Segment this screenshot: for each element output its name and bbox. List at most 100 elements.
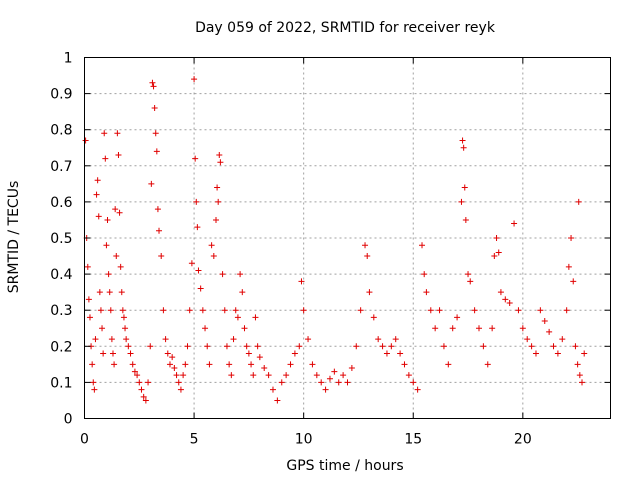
- data-point: [145, 379, 152, 386]
- data-point: [169, 354, 176, 361]
- data-point: [502, 296, 509, 303]
- data-point: [574, 361, 581, 368]
- data-point: [90, 379, 97, 386]
- data-point: [269, 386, 276, 393]
- data-point: [202, 325, 209, 332]
- data-point: [96, 289, 103, 296]
- data-point: [164, 350, 171, 357]
- data-point: [379, 343, 386, 350]
- data-point: [414, 386, 421, 393]
- x-axis-ticks: 0 5 10 15 20: [80, 57, 532, 448]
- data-point: [153, 148, 160, 155]
- y-tick-label: 0.5: [50, 231, 72, 247]
- x-tick-label: 20: [514, 432, 532, 448]
- grid-lines: [84, 57, 611, 419]
- data-point: [432, 325, 439, 332]
- data-point: [103, 242, 110, 249]
- x-tick-label: 0: [80, 432, 89, 448]
- data-point: [105, 271, 112, 278]
- data-point: [129, 361, 136, 368]
- data-point: [93, 191, 100, 198]
- data-point: [206, 361, 213, 368]
- data-point: [579, 379, 586, 386]
- data-point: [348, 364, 355, 371]
- data-point: [322, 386, 329, 393]
- data-point: [410, 379, 417, 386]
- data-point: [117, 263, 124, 270]
- data-point: [572, 343, 579, 350]
- data-point: [134, 372, 141, 379]
- data-point: [100, 350, 107, 357]
- data-point: [140, 393, 147, 400]
- data-point: [160, 307, 167, 314]
- data-point: [197, 285, 204, 292]
- data-point: [476, 325, 482, 332]
- data-point: [392, 336, 399, 343]
- data-point: [152, 130, 159, 137]
- data-point: [353, 343, 360, 350]
- data-point: [480, 343, 487, 350]
- data-point: [261, 364, 268, 371]
- x-axis-label: GPS time / hours: [286, 458, 403, 474]
- data-point: [357, 307, 364, 314]
- data-point: [541, 318, 548, 325]
- data-point: [230, 336, 237, 343]
- data-point: [565, 263, 572, 270]
- data-point: [234, 314, 241, 321]
- data-point: [296, 343, 303, 350]
- data-point: [493, 235, 500, 241]
- data-point: [127, 350, 134, 357]
- data-point: [370, 314, 377, 321]
- data-point: [449, 325, 456, 332]
- data-point: [120, 314, 127, 321]
- data-point: [106, 289, 113, 296]
- data-point: [113, 253, 120, 260]
- y-tick-label: 0.1: [50, 375, 72, 391]
- data-point: [107, 307, 114, 314]
- data-point: [550, 343, 557, 350]
- data-point: [188, 260, 195, 267]
- data-point: [210, 253, 217, 260]
- data-point: [158, 253, 165, 260]
- data-point: [559, 336, 566, 343]
- data-point: [375, 336, 382, 343]
- data-point: [344, 379, 351, 386]
- data-point: [445, 361, 452, 368]
- data-point: [274, 397, 281, 404]
- data-point: [506, 299, 513, 306]
- data-point: [195, 267, 202, 274]
- data-point: [484, 361, 491, 368]
- data-point: [581, 350, 588, 357]
- data-point: [331, 368, 338, 375]
- data-point: [199, 307, 206, 314]
- data-point: [256, 354, 263, 361]
- data-point: [95, 213, 102, 220]
- data-point: [278, 379, 285, 386]
- data-point: [528, 343, 535, 350]
- data-point: [175, 379, 182, 386]
- data-point: [204, 343, 211, 350]
- data-point: [228, 372, 235, 379]
- data-point: [576, 372, 583, 379]
- data-point: [138, 386, 145, 393]
- data-point: [136, 379, 143, 386]
- data-point: [92, 336, 99, 343]
- data-point: [532, 350, 539, 357]
- data-point: [221, 307, 228, 314]
- data-point: [112, 206, 119, 213]
- data-point: [575, 198, 582, 205]
- data-point: [131, 368, 138, 375]
- data-point: [97, 307, 104, 314]
- y-tick-label: 0.9: [50, 87, 72, 103]
- data-point: [563, 307, 570, 314]
- data-point: [223, 343, 230, 350]
- data-point: [194, 224, 201, 231]
- data-point: [298, 278, 305, 285]
- data-point: [193, 198, 200, 205]
- data-point: [248, 361, 255, 368]
- data-point: [101, 130, 108, 137]
- data-point: [495, 249, 502, 256]
- data-point: [217, 159, 224, 166]
- data-point: [491, 253, 498, 260]
- data-point: [383, 350, 390, 357]
